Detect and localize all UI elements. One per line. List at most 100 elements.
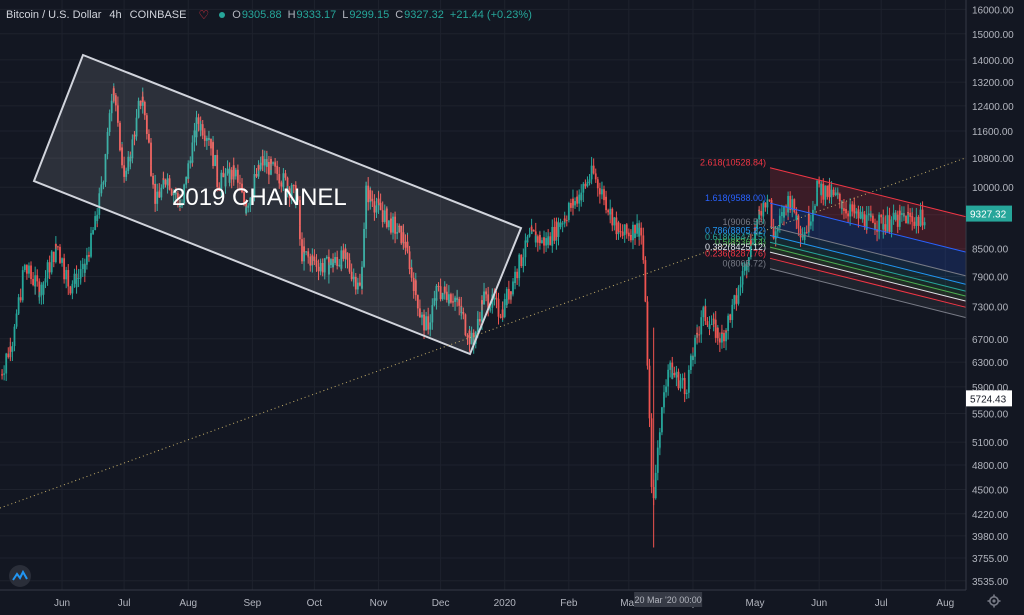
- candle-body: [816, 180, 818, 193]
- candle-body: [330, 259, 332, 266]
- candle-body: [38, 281, 41, 298]
- candle-body: [663, 396, 665, 408]
- price-tick-label: 14000.00: [972, 56, 1014, 67]
- fib-level-line[interactable]: [769, 246, 967, 297]
- candle-body: [365, 185, 368, 187]
- candle-body: [619, 231, 622, 233]
- fib-level-line[interactable]: [769, 257, 967, 308]
- candle-body: [214, 155, 217, 166]
- fib-channel-fills: [770, 167, 966, 318]
- open-key: O: [232, 9, 241, 21]
- candle-body: [838, 193, 841, 202]
- candle-body: [135, 117, 138, 137]
- fib-band: [770, 226, 966, 285]
- price-tick-label: 13200.00: [972, 78, 1014, 89]
- timeframe[interactable]: 4h: [109, 9, 122, 21]
- candle-body: [367, 185, 370, 203]
- candle-body: [34, 275, 37, 287]
- candle-body: [458, 298, 461, 306]
- candle-body: [299, 225, 301, 240]
- candle-body: [145, 115, 148, 129]
- fib-level-line[interactable]: [769, 202, 967, 253]
- candle-body: [675, 371, 678, 378]
- candle-body: [803, 232, 806, 240]
- candle-body: [683, 385, 686, 395]
- candle-body: [226, 168, 229, 174]
- candle-body: [445, 291, 448, 300]
- candle-body: [162, 178, 165, 188]
- candle-body: [867, 213, 870, 216]
- tradingview-logo-icon[interactable]: [9, 565, 31, 587]
- candle-body: [623, 224, 626, 236]
- candle-body: [431, 310, 434, 323]
- price-labels: 9327.32 5724.43 20 Mar '20 00:00: [634, 205, 1012, 607]
- candle-body: [13, 326, 16, 341]
- candle-body: [687, 369, 690, 374]
- candle-body: [847, 213, 849, 217]
- candle-body: [516, 271, 519, 279]
- candle-body: [239, 182, 241, 184]
- candle-body: [232, 165, 235, 177]
- candle-body: [774, 231, 777, 239]
- candle-body: [245, 207, 248, 214]
- candle-body: [555, 221, 558, 237]
- price-tick-label: 3980.00: [972, 532, 1009, 543]
- candle-body: [421, 314, 423, 318]
- gear-icon[interactable]: [987, 594, 1001, 608]
- heart-icon[interactable]: ♡: [198, 8, 210, 22]
- candle-body: [313, 256, 316, 262]
- candle-body: [63, 272, 66, 280]
- candle-body: [625, 232, 628, 234]
- candle-body: [783, 205, 785, 218]
- candle-body: [32, 278, 34, 286]
- time-tick-label: Sep: [243, 598, 261, 609]
- time-tick-label: Jun: [811, 598, 827, 609]
- candle-body: [325, 256, 328, 259]
- channel-2019-box[interactable]: [32, 53, 523, 356]
- price-tick-label: 10800.00: [972, 154, 1014, 165]
- fib-level-line[interactable]: [769, 234, 967, 285]
- candle-body: [30, 265, 32, 277]
- candle-body: [787, 195, 790, 213]
- candle-body: [749, 240, 752, 245]
- fib-level-line[interactable]: [769, 251, 967, 302]
- candle-body: [410, 267, 413, 278]
- fib-level-line[interactable]: [769, 167, 967, 218]
- candle-body: [79, 269, 82, 278]
- candle-body: [69, 286, 72, 294]
- candle-body: [820, 183, 823, 195]
- candle-body: [814, 205, 816, 210]
- candle-body: [433, 298, 436, 306]
- fib-level-label: 2.618(10528.84): [700, 158, 766, 168]
- candle-body: [400, 225, 403, 244]
- candle-body: [698, 334, 701, 336]
- candle-body: [923, 222, 926, 226]
- candle-body: [805, 232, 808, 234]
- candle-body: [452, 301, 454, 303]
- candle-body: [510, 291, 512, 295]
- candle-body: [865, 215, 868, 230]
- candle-body: [718, 338, 721, 343]
- candle-body: [905, 215, 907, 224]
- candle-body: [450, 294, 452, 303]
- open-value: 9305.88: [241, 9, 282, 21]
- candle-body: [67, 270, 70, 276]
- candle-body: [218, 186, 221, 191]
- fib-band: [770, 242, 966, 297]
- candle-body: [427, 321, 430, 330]
- candle-body: [423, 314, 425, 331]
- fib-level-line[interactable]: [769, 226, 967, 277]
- candle-body: [85, 255, 88, 265]
- candle-body: [375, 205, 378, 213]
- symbol-name[interactable]: Bitcoin / U.S. Dollar: [6, 9, 102, 21]
- fib-level-line[interactable]: [769, 241, 967, 292]
- close-key: C: [395, 9, 404, 21]
- candle-body: [561, 223, 564, 225]
- candle-body: [257, 165, 260, 170]
- price-tick-label: 11600.00: [972, 127, 1013, 138]
- fib-level-line[interactable]: [769, 268, 967, 319]
- candle-body: [745, 264, 748, 271]
- candle-body: [373, 208, 376, 213]
- candle-body: [255, 173, 258, 177]
